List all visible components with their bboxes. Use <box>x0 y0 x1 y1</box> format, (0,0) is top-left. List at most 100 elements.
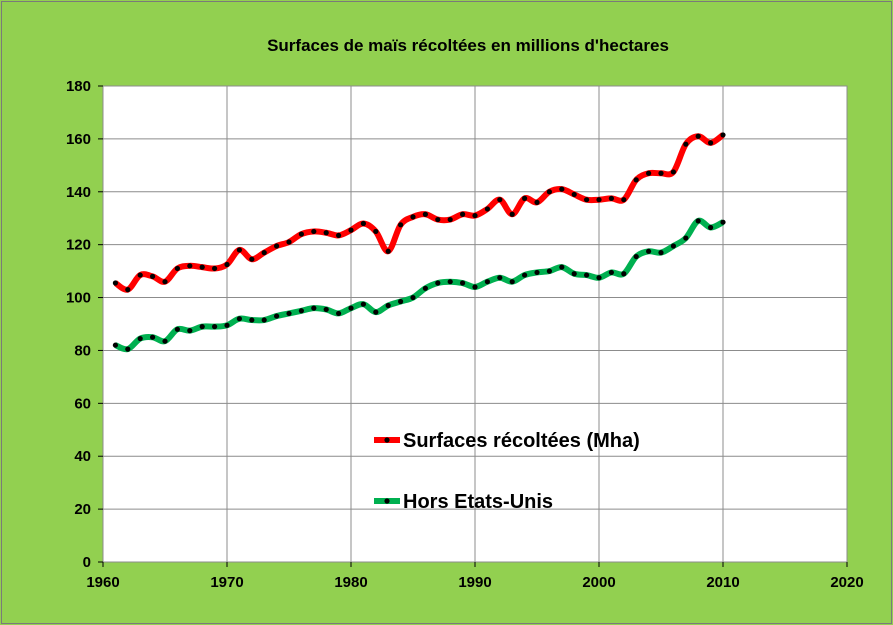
y-tick-label: 80 <box>74 342 91 359</box>
data-point <box>447 216 453 223</box>
data-point <box>385 302 391 309</box>
data-point <box>658 250 664 256</box>
data-point <box>546 268 553 274</box>
y-tick-label: 0 <box>83 554 91 571</box>
data-point <box>670 243 677 249</box>
data-point <box>174 326 180 332</box>
data-point <box>274 313 280 319</box>
data-point <box>323 230 329 236</box>
x-tick-label: 2020 <box>830 574 863 591</box>
data-point <box>236 316 242 322</box>
data-point <box>174 265 180 272</box>
data-point <box>323 306 329 313</box>
data-point <box>559 264 565 270</box>
data-point <box>286 310 292 317</box>
data-point <box>708 140 714 146</box>
x-tick-label: 1960 <box>86 574 119 591</box>
data-point <box>199 324 205 330</box>
data-point <box>373 309 379 315</box>
x-tick-label: 2010 <box>706 574 739 591</box>
data-point <box>212 265 218 272</box>
data-point <box>683 141 689 147</box>
data-point <box>584 197 590 203</box>
data-point <box>621 271 627 277</box>
data-point <box>435 280 441 286</box>
y-tick-label: 60 <box>74 395 91 412</box>
y-tick-label: 180 <box>66 78 91 95</box>
y-tick-label: 40 <box>74 448 91 465</box>
data-point <box>422 285 428 291</box>
data-point <box>472 212 478 219</box>
x-tick-label: 2000 <box>582 574 615 591</box>
data-point <box>497 197 503 203</box>
data-point <box>571 271 577 277</box>
data-point <box>360 220 366 227</box>
x-tick-label: 1970 <box>210 574 243 591</box>
data-point <box>261 250 267 256</box>
data-point <box>187 263 193 269</box>
data-point <box>348 227 354 233</box>
data-point <box>658 170 664 176</box>
data-point <box>646 170 652 176</box>
data-point <box>360 301 366 307</box>
data-point <box>125 287 131 293</box>
data-point <box>137 272 143 278</box>
data-point <box>298 231 304 237</box>
data-point <box>212 324 218 330</box>
x-tick-label: 1980 <box>334 574 367 591</box>
data-point <box>410 294 416 301</box>
data-point <box>683 235 689 241</box>
data-point <box>422 211 428 217</box>
data-point <box>224 322 230 328</box>
legend-marker <box>384 437 390 443</box>
data-point <box>336 310 342 317</box>
data-point <box>336 232 342 239</box>
y-tick-label: 160 <box>66 131 91 148</box>
data-point <box>534 199 540 205</box>
data-point <box>249 317 255 323</box>
data-point <box>596 197 602 203</box>
data-point <box>608 269 615 276</box>
data-point <box>596 275 602 281</box>
legend-marker <box>384 498 390 504</box>
legend-label: Surfaces récoltées (Mha) <box>403 430 640 452</box>
data-point <box>522 272 528 278</box>
data-point <box>137 335 143 342</box>
data-point <box>546 189 553 195</box>
data-point <box>720 219 726 225</box>
data-point <box>559 186 565 192</box>
y-tick-label: 100 <box>66 290 91 307</box>
data-point <box>150 334 156 340</box>
data-point <box>311 228 317 235</box>
data-point <box>497 275 503 281</box>
data-point <box>633 253 639 260</box>
data-point <box>435 216 441 223</box>
data-point <box>125 346 131 352</box>
data-point <box>695 133 701 139</box>
data-point <box>162 279 168 285</box>
data-point <box>236 247 242 253</box>
data-point <box>311 305 317 311</box>
y-tick-label: 20 <box>74 501 91 518</box>
data-point <box>670 169 677 175</box>
data-point <box>112 280 118 286</box>
data-point <box>261 317 267 323</box>
data-point <box>410 214 416 220</box>
data-point <box>162 338 168 344</box>
data-point <box>373 228 379 235</box>
data-point <box>460 280 466 286</box>
data-point <box>447 279 453 285</box>
data-point <box>571 191 577 198</box>
data-point <box>509 211 515 217</box>
data-point <box>224 261 230 268</box>
data-point <box>112 342 118 348</box>
data-point <box>298 308 304 314</box>
data-point <box>509 279 515 285</box>
data-point <box>695 218 701 224</box>
data-point <box>633 177 639 183</box>
data-point <box>274 243 280 249</box>
data-point <box>534 269 540 276</box>
data-point <box>646 248 652 254</box>
data-point <box>472 284 478 290</box>
